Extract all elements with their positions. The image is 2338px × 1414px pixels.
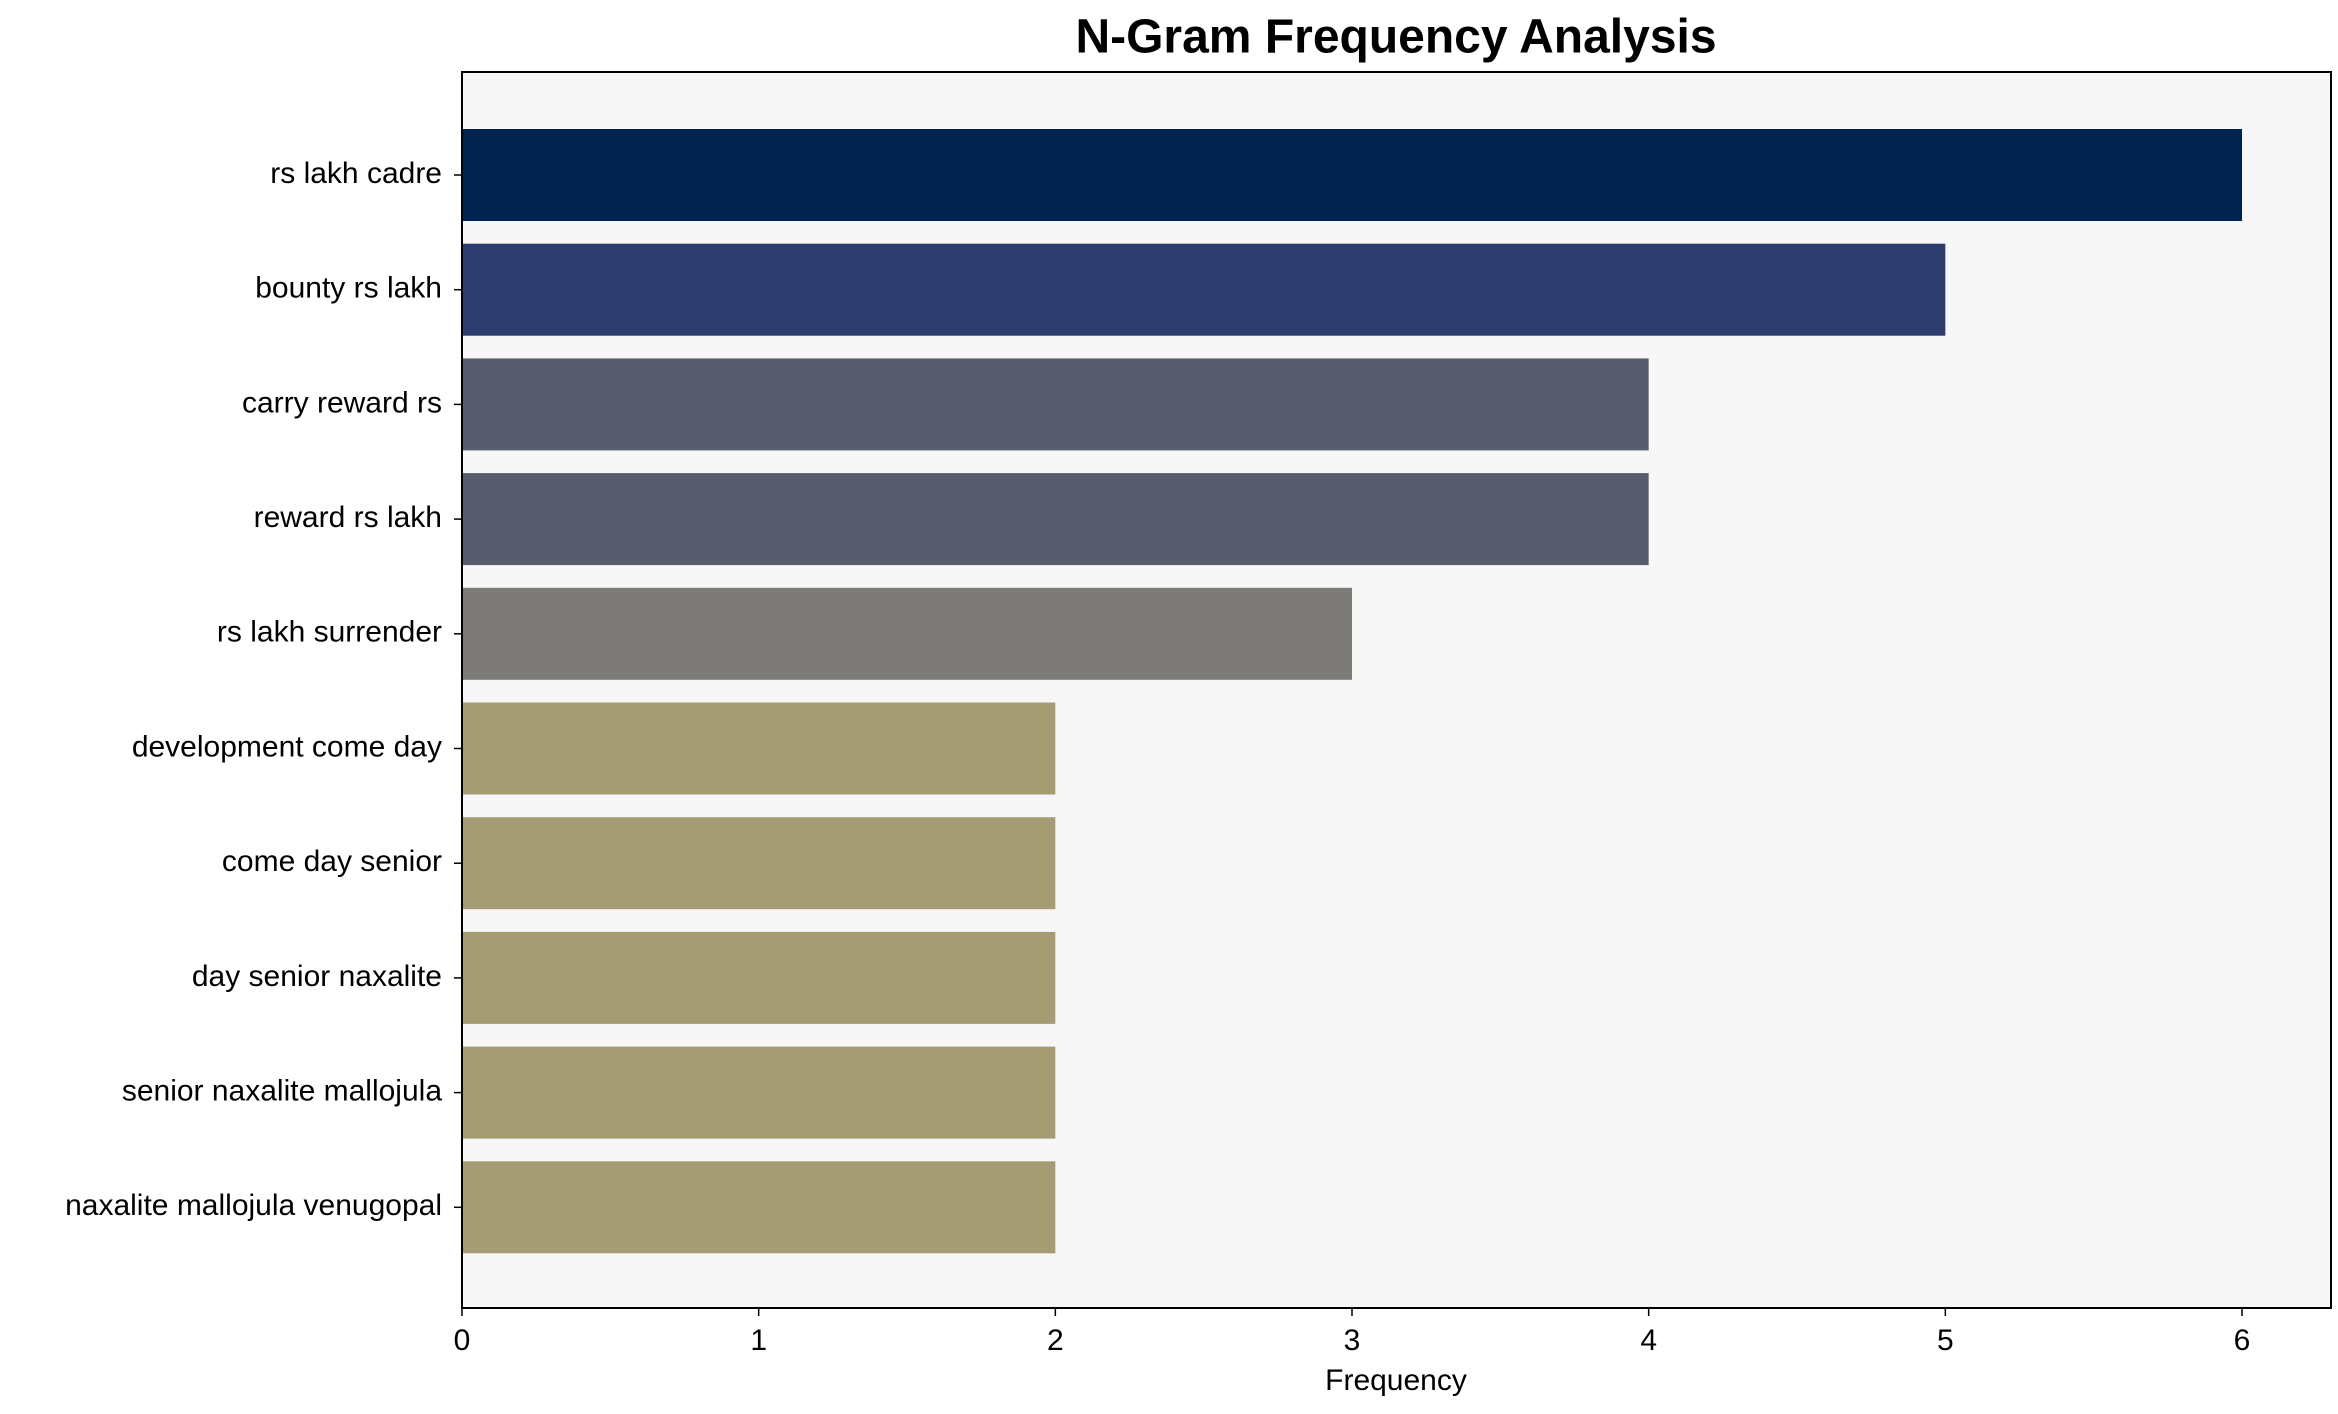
bar bbox=[462, 473, 1649, 566]
bar bbox=[462, 587, 1352, 680]
y-tick-label: naxalite mallojula venugopal bbox=[65, 1189, 442, 1222]
plot-frame bbox=[461, 71, 2332, 1309]
bar bbox=[462, 129, 2242, 221]
y-tick-label: senior naxalite mallojula bbox=[122, 1075, 442, 1108]
y-tick-label: rs lakh cadre bbox=[270, 157, 442, 190]
x-tick-label: 5 bbox=[1937, 1324, 1954, 1357]
y-tick-label: rs lakh surrender bbox=[217, 616, 442, 649]
bar bbox=[462, 1161, 1056, 1254]
y-tick-label: reward rs lakh bbox=[254, 501, 442, 534]
y-tick-label: bounty rs lakh bbox=[255, 272, 442, 305]
x-tick-label: 1 bbox=[750, 1324, 767, 1357]
x-axis-label: Frequency bbox=[1325, 1364, 1467, 1397]
y-tick-label: carry reward rs bbox=[242, 386, 442, 419]
x-tick-label: 6 bbox=[2234, 1324, 2251, 1357]
bar bbox=[462, 1046, 1056, 1139]
bar bbox=[462, 702, 1056, 795]
bar bbox=[462, 931, 1056, 1024]
x-tick-label: 3 bbox=[1344, 1324, 1361, 1357]
x-tick-label: 0 bbox=[454, 1324, 471, 1357]
chart-title: N-Gram Frequency Analysis bbox=[1075, 11, 1716, 64]
x-tick-label: 2 bbox=[1047, 1324, 1064, 1357]
y-tick-label: day senior naxalite bbox=[192, 960, 442, 993]
y-tick-label: development come day bbox=[132, 730, 442, 763]
x-tick-label: 4 bbox=[1640, 1324, 1657, 1357]
bar bbox=[462, 817, 1056, 910]
bar bbox=[462, 358, 1649, 451]
bar bbox=[462, 243, 1946, 336]
y-tick-label: come day senior bbox=[222, 845, 442, 878]
